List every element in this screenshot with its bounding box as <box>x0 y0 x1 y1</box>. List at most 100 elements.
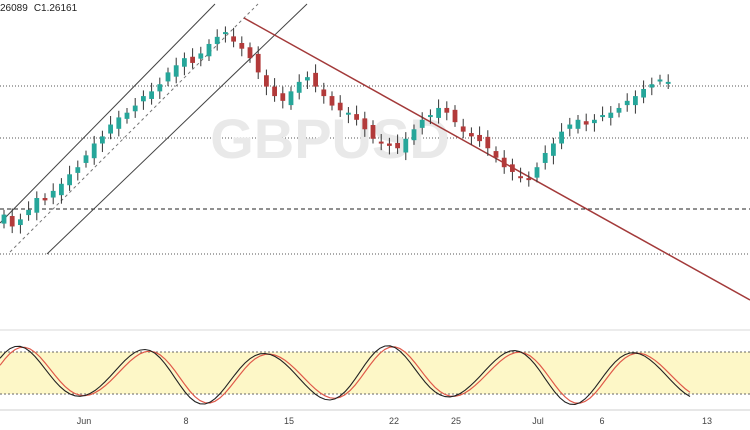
x-tick-label: 8 <box>183 416 188 426</box>
candle-body <box>534 167 540 178</box>
candle-body <box>42 198 48 201</box>
candle-body <box>59 183 64 196</box>
candle-body <box>231 36 236 42</box>
candle-body <box>272 86 277 97</box>
candle-body <box>370 125 376 139</box>
candle-body <box>477 134 482 142</box>
candle-body <box>132 105 138 112</box>
candle-body <box>411 129 417 141</box>
x-tick-label: 25 <box>451 416 461 426</box>
candle-body <box>354 114 359 120</box>
x-axis-labels: Jun 8 15 22 25 Jul 6 13 <box>77 416 712 426</box>
candle-body <box>9 216 15 227</box>
candle-body <box>592 119 597 124</box>
candle-body <box>247 47 253 59</box>
candle-body <box>124 112 130 119</box>
candle-body <box>182 58 187 67</box>
candle-body <box>657 79 663 82</box>
candle-body <box>395 143 400 149</box>
candle-body <box>551 143 556 156</box>
candle-body <box>116 117 122 129</box>
candle-body <box>485 136 491 149</box>
candle-body <box>337 102 343 111</box>
candle-body <box>321 89 327 97</box>
candle-body <box>559 131 564 144</box>
candle-body <box>280 93 286 101</box>
candle-body <box>100 136 105 144</box>
candle-body <box>239 43 245 49</box>
stoch-d-line <box>0 346 691 404</box>
candle-body <box>206 43 212 57</box>
candle-body <box>157 84 163 92</box>
candle-body <box>428 115 433 118</box>
close-value: C1.26161 <box>33 3 78 14</box>
candle-body <box>255 53 261 73</box>
candle-body <box>649 84 655 88</box>
candle-body <box>288 91 294 106</box>
ascending-channel[interactable] <box>0 3 308 255</box>
candle-body <box>501 157 507 168</box>
candle-body <box>313 72 318 87</box>
main-pane[interactable]: GBPUSD <box>0 3 750 301</box>
x-tick-label: Jul <box>532 416 544 426</box>
candle-body <box>223 32 228 35</box>
candle-body <box>510 164 515 172</box>
candle-body <box>214 36 220 44</box>
candle-body <box>460 126 466 132</box>
candle-body <box>18 219 23 226</box>
x-tick-label: 15 <box>284 416 294 426</box>
x-tick-label: 13 <box>702 416 712 426</box>
candle-body <box>26 209 31 216</box>
stochastic-pane[interactable] <box>0 345 750 405</box>
candle-body <box>600 115 605 118</box>
candle-body <box>198 53 204 59</box>
candle-body <box>518 176 523 179</box>
candle-body <box>50 190 56 198</box>
candle-body <box>141 96 146 102</box>
candle-body <box>624 100 630 106</box>
candle-body <box>493 151 499 158</box>
candle-body <box>190 56 195 63</box>
candle-body <box>67 174 72 186</box>
symbol-watermark: GBPUSD <box>210 107 450 170</box>
stoch-k-line <box>0 345 691 405</box>
candle-body <box>542 152 548 163</box>
x-tick-label: 22 <box>389 416 399 426</box>
candle-body <box>452 109 458 123</box>
candle-body <box>403 138 409 153</box>
candle-body <box>608 112 614 118</box>
candle-body <box>419 119 425 128</box>
candle-body <box>616 107 622 113</box>
candle-body <box>173 65 179 77</box>
candle-body <box>34 198 40 213</box>
candle-body <box>444 107 450 113</box>
candle-body <box>165 72 171 82</box>
prev-value: 26089 <box>0 3 28 14</box>
candles <box>1 26 671 234</box>
candle-body <box>567 124 573 129</box>
candle-body <box>149 91 154 99</box>
x-tick-label: Jun <box>77 416 92 426</box>
candle-body <box>346 112 351 115</box>
candle-body <box>641 88 646 98</box>
candle-body <box>75 167 81 173</box>
candle-body <box>665 81 671 84</box>
candle-body <box>83 155 89 163</box>
candle-body <box>526 178 532 181</box>
candle-body <box>91 143 97 159</box>
candle-body <box>264 75 269 87</box>
candle-body <box>329 96 335 106</box>
candle-body <box>575 119 581 129</box>
candle-body <box>1 214 7 224</box>
descending-trendline[interactable] <box>243 17 750 301</box>
candle-body <box>469 133 474 137</box>
candle-body <box>108 124 113 134</box>
candle-body <box>378 141 384 144</box>
ohlc-readout: 26089 C1.26161 <box>0 3 83 14</box>
candle-body <box>387 143 392 146</box>
candle-body <box>362 118 368 130</box>
x-tick-label: 6 <box>599 416 604 426</box>
candle-body <box>436 107 441 118</box>
candle-body <box>305 77 310 81</box>
